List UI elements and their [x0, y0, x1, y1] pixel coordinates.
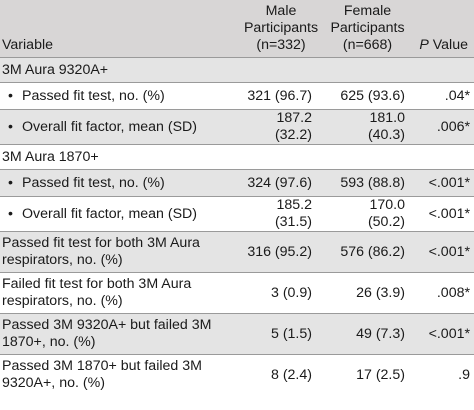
- header-variable: Variable: [0, 0, 238, 58]
- header-female: Female Participants (n=668): [328, 0, 411, 58]
- bullet-icon: •: [8, 118, 13, 135]
- female-value: 625 (93.6): [328, 82, 411, 110]
- p-value: .9: [411, 354, 474, 395]
- row-label: Passed 3M 1870+ but failed 3M 9320A+, no.…: [0, 354, 238, 395]
- header-p-value: P Value: [411, 0, 474, 58]
- row-label: Failed fit test for both 3M Aura respirat…: [0, 272, 238, 314]
- section-row-9320a: 3M Aura 9320A+: [0, 57, 474, 83]
- p-value: .008*: [411, 272, 474, 314]
- female-value: 17 (2.5): [328, 354, 411, 395]
- row-label: • Passed fit test, no. (%): [0, 82, 238, 110]
- male-value: 5 (1.5): [238, 313, 328, 355]
- table-row: Passed 3M 1870+ but failed 3M 9320A+, no.…: [0, 354, 474, 395]
- male-value: 185.2 (31.5): [238, 196, 328, 232]
- female-value: 593 (88.8): [328, 169, 411, 197]
- table-row: Failed fit test for both 3M Aura respirat…: [0, 272, 474, 314]
- bullet-icon: •: [8, 174, 13, 191]
- bullet-icon: •: [8, 205, 13, 222]
- male-value: 321 (96.7): [238, 82, 328, 110]
- p-value: <.001*: [411, 196, 474, 232]
- row-label: • Overall fit factor, mean (SD): [0, 109, 238, 145]
- male-value: 316 (95.2): [238, 231, 328, 273]
- p-value: <.001*: [411, 169, 474, 197]
- male-value: 324 (97.6): [238, 169, 328, 197]
- table-row: • Passed fit test, no. (%) 324 (97.6) 593…: [0, 169, 474, 197]
- section-label: 3M Aura 9320A+: [0, 57, 474, 83]
- row-label: Passed 3M 9320A+ but failed 3M 1870+, no.…: [0, 313, 238, 355]
- section-label: 3M Aura 1870+: [0, 144, 474, 170]
- p-value: <.001*: [411, 231, 474, 273]
- male-value: 187.2 (32.2): [238, 109, 328, 145]
- female-value: 181.0 (40.3): [328, 109, 411, 145]
- header-row: Variable Male Participants (n=332) Femal…: [0, 0, 474, 58]
- table-row: • Overall fit factor, mean (SD) 185.2 (31…: [0, 196, 474, 232]
- table-row: Passed fit test for both 3M Aura respirat…: [0, 231, 474, 273]
- p-value: .006*: [411, 109, 474, 145]
- female-value: 576 (86.2): [328, 231, 411, 273]
- header-male: Male Participants (n=332): [238, 0, 328, 58]
- section-row-1870: 3M Aura 1870+: [0, 144, 474, 170]
- male-value: 8 (2.4): [238, 354, 328, 395]
- row-label: Passed fit test for both 3M Aura respirat…: [0, 231, 238, 273]
- p-value: .04*: [411, 82, 474, 110]
- row-label: • Overall fit factor, mean (SD): [0, 196, 238, 232]
- female-value: 26 (3.9): [328, 272, 411, 314]
- table-row: Passed 3M 9320A+ but failed 3M 1870+, no.…: [0, 313, 474, 355]
- table-row: • Passed fit test, no. (%) 321 (96.7) 625…: [0, 82, 474, 110]
- results-table: Variable Male Participants (n=332) Femal…: [0, 0, 474, 395]
- female-value: 49 (7.3): [328, 313, 411, 355]
- female-value: 170.0 (50.2): [328, 196, 411, 232]
- male-value: 3 (0.9): [238, 272, 328, 314]
- p-value: <.001*: [411, 313, 474, 355]
- bullet-icon: •: [8, 87, 13, 104]
- row-label: • Passed fit test, no. (%): [0, 169, 238, 197]
- table-row: • Overall fit factor, mean (SD) 187.2 (32…: [0, 109, 474, 145]
